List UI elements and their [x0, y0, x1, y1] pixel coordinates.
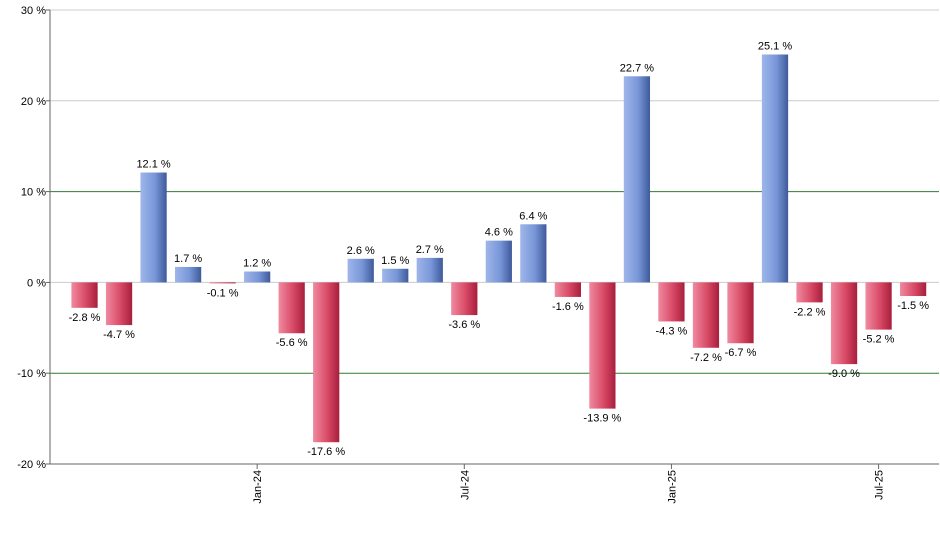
data-label: 25.1 %	[758, 40, 792, 52]
y-tick-label: 10 %	[21, 187, 46, 199]
data-label: 1.7 %	[174, 253, 202, 265]
y-tick-label: -10 %	[17, 368, 46, 380]
x-tick-label: Jan-25	[666, 470, 678, 504]
x-tick-label: Jan-24	[252, 470, 264, 504]
bar	[451, 282, 478, 316]
data-label: -0.1 %	[207, 287, 239, 299]
y-tick-label: 30 %	[21, 5, 46, 17]
bar	[830, 282, 858, 365]
y-tick-label: 20 %	[21, 96, 46, 108]
bar	[658, 282, 685, 322]
bar	[761, 54, 789, 283]
bar	[623, 76, 651, 283]
data-label: -13.9 %	[583, 413, 621, 425]
data-label: -5.2 %	[863, 334, 895, 346]
data-label: -3.6 %	[448, 319, 480, 331]
data-label: 6.4 %	[519, 210, 547, 222]
data-label: 2.7 %	[416, 244, 444, 256]
bar	[589, 282, 616, 409]
bar	[105, 282, 133, 326]
bar	[796, 282, 823, 303]
bar	[347, 258, 374, 283]
data-label: 4.6 %	[485, 227, 513, 239]
bar	[416, 257, 443, 283]
data-label: -1.5 %	[897, 300, 929, 312]
data-label: 1.2 %	[243, 258, 271, 270]
data-label: -4.7 %	[103, 329, 135, 341]
bar	[313, 282, 340, 443]
y-tick-label: -20 %	[17, 459, 46, 471]
bar	[899, 282, 927, 297]
bar	[71, 282, 98, 308]
bar	[174, 266, 202, 283]
data-label: -7.2 %	[690, 352, 722, 364]
bar	[865, 282, 892, 330]
bar	[485, 240, 512, 283]
bar	[692, 282, 720, 348]
bar	[520, 224, 547, 283]
data-label: 2.6 %	[347, 245, 375, 257]
bar	[244, 271, 271, 283]
data-label: 1.5 %	[381, 255, 409, 267]
data-label: 22.7 %	[620, 62, 654, 74]
bar	[382, 268, 409, 283]
x-tick-label: Jul-25	[874, 470, 886, 500]
data-labels: -2.8 %-4.7 % 12.1 % 1.7 % -0.1 % 1.2 % -5.6 %…	[69, 40, 930, 458]
data-label: -9.0 %	[828, 368, 860, 380]
data-label: -1.6 %	[552, 301, 584, 313]
data-label: -17.6 %	[307, 446, 345, 458]
data-label: -6.7 %	[725, 347, 757, 359]
bar	[140, 172, 167, 283]
data-label: -2.8 %	[69, 312, 101, 324]
bar	[278, 282, 305, 334]
bar	[209, 282, 236, 284]
data-label: -5.6 %	[276, 337, 308, 349]
bars	[71, 54, 927, 443]
bar	[727, 282, 754, 344]
x-tick-label: Jul-24	[459, 470, 471, 500]
axes: 30 % 20 % 10 % 0 % -10 % -20 % Jan-24 Jul-24 Jan…	[17, 5, 939, 504]
bar	[554, 282, 581, 297]
y-tick-label: 0 %	[27, 277, 46, 289]
data-label: 12.1 %	[136, 159, 170, 171]
data-label: -4.3 %	[656, 325, 688, 337]
data-label: -2.2 %	[794, 306, 826, 318]
